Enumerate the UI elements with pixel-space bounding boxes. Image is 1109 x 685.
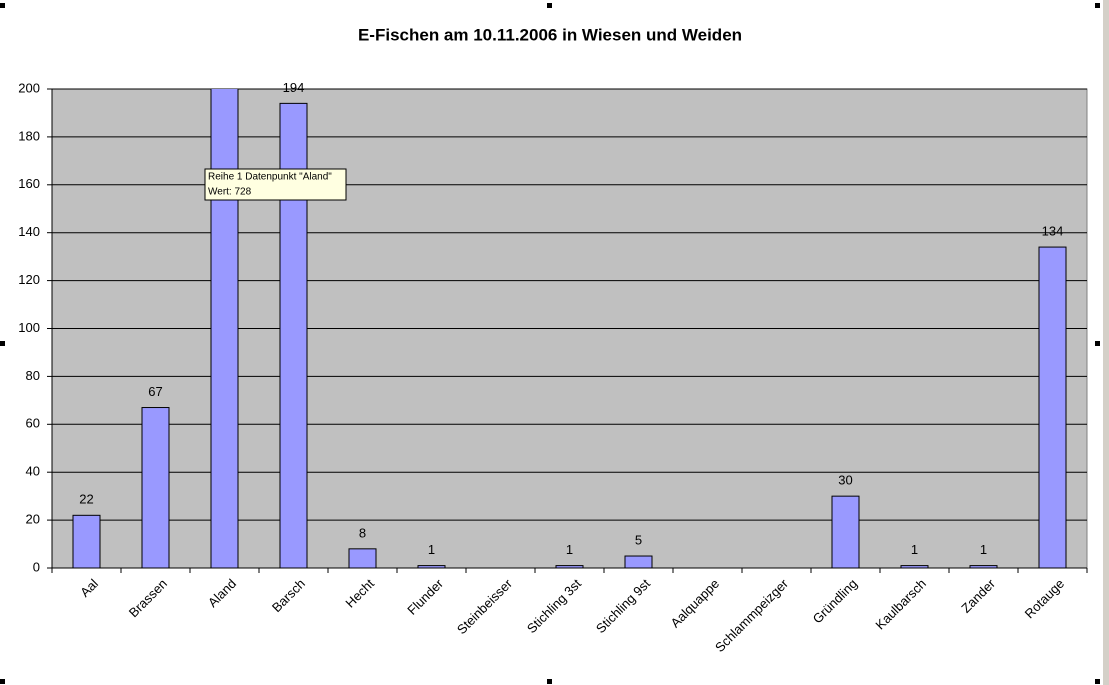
data-label: 1 [428, 542, 435, 557]
selection-handles [0, 3, 1100, 684]
data-label: 30 [838, 473, 852, 488]
y-tick-label: 140 [18, 224, 40, 239]
bar [831, 495, 860, 568]
chart-title: E-Fischen am 10.11.2006 in Wiesen und We… [358, 25, 742, 44]
data-label: 1 [566, 542, 573, 557]
tooltip-line: Reihe 1 Datenpunkt "Aland" [208, 172, 332, 183]
bar [141, 407, 170, 568]
y-tick-label: 40 [26, 464, 40, 479]
data-label: 8 [359, 525, 366, 540]
tooltip-box [204, 168, 347, 201]
data-label: 22 [79, 492, 93, 507]
bar [624, 555, 653, 568]
window-edge [1103, 0, 1109, 685]
y-tick-label: 160 [18, 176, 40, 191]
bar [900, 565, 929, 568]
bar [72, 514, 101, 568]
bar [417, 565, 446, 568]
data-label: 194 [283, 80, 305, 95]
y-tick-label: 0 [33, 559, 40, 574]
y-tick-label: 120 [18, 272, 40, 287]
tooltip-line: Wert: 728 [208, 187, 252, 198]
y-tick-label: 200 [18, 80, 40, 95]
bar [1038, 246, 1067, 568]
y-tick-label: 180 [18, 128, 40, 143]
data-label: 5 [635, 532, 642, 547]
y-tick-label: 20 [26, 512, 40, 527]
y-tick-label: 60 [26, 416, 40, 431]
tooltip: Reihe 1 Datenpunkt "Aland" Wert: 728 [204, 168, 347, 201]
bar [348, 548, 377, 568]
y-tick-label: 100 [18, 320, 40, 335]
bar [555, 565, 584, 568]
data-label: 134 [1042, 224, 1064, 239]
y-tick-label: 80 [26, 368, 40, 383]
data-label: 1 [980, 542, 987, 557]
data-label: 67 [148, 384, 162, 399]
data-label: 1 [911, 542, 918, 557]
bar [969, 565, 998, 568]
